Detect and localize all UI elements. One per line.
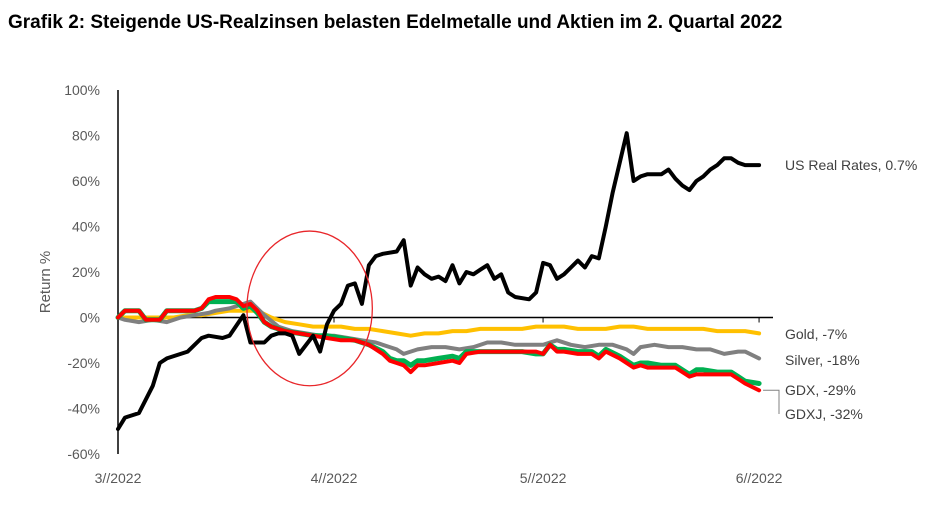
y-axis-ticks: 100% 80% 60% 40% 20% 0% -20% -40% -60% bbox=[64, 82, 100, 462]
y-tick-label: 20% bbox=[72, 264, 100, 280]
series-label-gold: Gold, -7% bbox=[785, 326, 847, 342]
x-tick-label: 5//2022 bbox=[520, 470, 567, 486]
label-leader-line bbox=[763, 389, 780, 414]
series-label-gdx: GDX, -29% bbox=[785, 382, 856, 398]
series-labels: US Real Rates, 0.7% Gold, -7% Silver, -18%… bbox=[763, 157, 917, 422]
highlight-ellipse bbox=[246, 230, 373, 387]
y-tick-label: 60% bbox=[72, 173, 100, 189]
series-line-silver bbox=[116, 299, 762, 361]
series-line-gdxj bbox=[116, 295, 762, 393]
y-tick-label: -20% bbox=[67, 355, 100, 371]
series-line-gold bbox=[116, 308, 762, 338]
y-tick-label: 0% bbox=[80, 310, 100, 326]
x-tick-label: 4//2022 bbox=[311, 470, 358, 486]
series-label-silver: Silver, -18% bbox=[785, 352, 860, 368]
series-lines bbox=[115, 131, 762, 431]
y-tick-label: -40% bbox=[67, 401, 100, 417]
y-tick-label: 80% bbox=[72, 128, 100, 144]
series-line-us-real-rates bbox=[116, 131, 762, 431]
axes bbox=[117, 90, 773, 454]
annotations bbox=[246, 230, 373, 387]
y-tick-label: 100% bbox=[64, 82, 100, 98]
x-tick-label: 6//2022 bbox=[736, 470, 783, 486]
x-tick-label: 3//2022 bbox=[95, 470, 142, 486]
y-tick-label: -60% bbox=[67, 446, 100, 462]
y-axis-title: Return % bbox=[37, 251, 54, 314]
y-tick-label: 40% bbox=[72, 219, 100, 235]
series-label-gdxj: GDXJ, -32% bbox=[785, 406, 863, 422]
chart-title: Grafik 2: Steigende US-Realzinsen belast… bbox=[8, 12, 783, 33]
series-label-us-real-rates: US Real Rates, 0.7% bbox=[785, 157, 917, 173]
x-axis-ticks: 3//2022 4//2022 5//2022 6//2022 bbox=[95, 470, 783, 486]
